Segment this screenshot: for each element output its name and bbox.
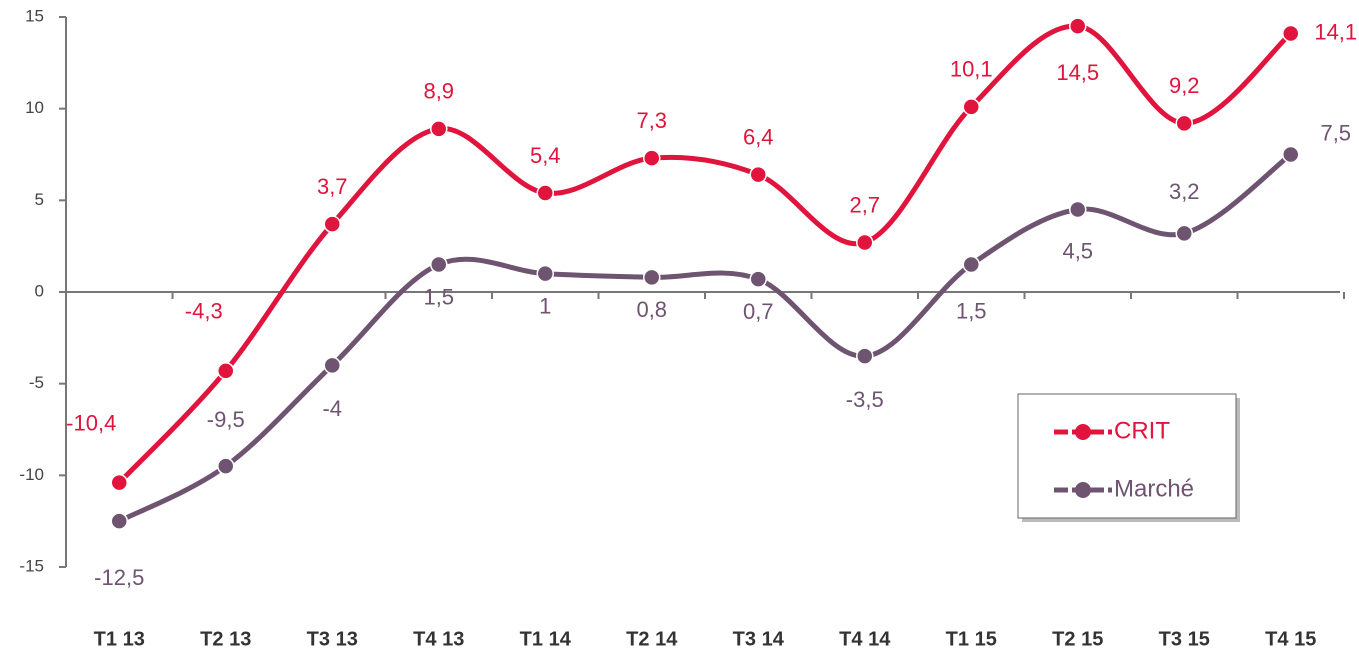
x-tick-label: T1 15 bbox=[946, 628, 997, 650]
value-label: 1,5 bbox=[423, 284, 454, 309]
legend-marker bbox=[1075, 424, 1091, 440]
series-line bbox=[117, 23, 1293, 485]
point bbox=[217, 457, 235, 475]
y-tick-label: 15 bbox=[25, 6, 44, 25]
x-tick-label: T4 13 bbox=[413, 628, 464, 650]
value-label: 0,7 bbox=[743, 299, 774, 324]
x-tick-label: T4 14 bbox=[839, 628, 891, 650]
value-label: -10,4 bbox=[66, 410, 116, 435]
x-tick-label: T3 15 bbox=[1159, 628, 1210, 650]
value-label: 10,1 bbox=[950, 57, 993, 82]
point bbox=[323, 356, 341, 375]
value-label: 6,4 bbox=[743, 124, 774, 149]
point bbox=[430, 255, 448, 274]
point bbox=[643, 149, 661, 167]
value-label: 0,8 bbox=[636, 297, 667, 322]
value-label: 7,3 bbox=[636, 108, 667, 133]
y-tick-label: 10 bbox=[25, 98, 44, 117]
legend-label: Marché bbox=[1114, 475, 1194, 502]
value-label: 9,2 bbox=[1169, 73, 1200, 98]
x-tick-label: T2 14 bbox=[626, 628, 678, 650]
x-tick-label: T1 13 bbox=[94, 628, 145, 650]
point bbox=[1069, 200, 1087, 219]
point bbox=[323, 215, 341, 233]
value-label: -12,5 bbox=[94, 565, 144, 590]
legend-label: CRIT bbox=[1114, 417, 1170, 444]
point bbox=[1282, 24, 1300, 43]
legend bbox=[1017, 393, 1237, 519]
y-tick-label: -15 bbox=[19, 556, 44, 575]
value-label: -9,5 bbox=[207, 407, 245, 432]
x-tick-label: T4 15 bbox=[1265, 628, 1316, 650]
value-label: 3,2 bbox=[1169, 179, 1200, 204]
point bbox=[110, 512, 128, 530]
point bbox=[749, 270, 767, 288]
point bbox=[536, 264, 554, 283]
legend-marker bbox=[1075, 482, 1091, 498]
point bbox=[110, 473, 128, 492]
value-label: 7,5 bbox=[1320, 120, 1351, 145]
value-label: 1 bbox=[539, 293, 551, 318]
point bbox=[643, 268, 661, 287]
x-tick-label: T3 13 bbox=[307, 628, 358, 650]
point bbox=[962, 255, 980, 274]
y-tick-label: -5 bbox=[29, 373, 44, 392]
value-label: 5,4 bbox=[530, 143, 561, 168]
x-tick-label: T2 15 bbox=[1052, 628, 1103, 650]
point bbox=[536, 184, 554, 202]
value-label: 8,9 bbox=[423, 79, 454, 104]
y-tick-label: 0 bbox=[35, 281, 44, 300]
value-label: -4 bbox=[322, 396, 342, 421]
point bbox=[1282, 145, 1300, 164]
x-tick-label: T2 13 bbox=[200, 628, 251, 650]
point bbox=[749, 165, 767, 184]
y-tick-label: -10 bbox=[19, 465, 44, 484]
point bbox=[962, 98, 980, 116]
point bbox=[1175, 114, 1193, 133]
x-tick-label: T3 14 bbox=[733, 628, 785, 650]
value-label: 3,7 bbox=[317, 174, 348, 199]
x-tick-label: T1 14 bbox=[520, 628, 572, 650]
point bbox=[430, 120, 448, 138]
point bbox=[1175, 224, 1193, 243]
value-label: -4,3 bbox=[185, 299, 223, 324]
value-label: 1,5 bbox=[956, 298, 987, 323]
point bbox=[1069, 17, 1087, 35]
value-label: 2,7 bbox=[849, 192, 880, 217]
value-label: 4,5 bbox=[1062, 238, 1093, 263]
value-label: -3,5 bbox=[846, 387, 884, 412]
y-tick-label: 5 bbox=[35, 190, 44, 209]
point bbox=[856, 347, 874, 365]
value-label: 14,5 bbox=[1056, 60, 1099, 85]
series-line bbox=[118, 152, 1293, 524]
point bbox=[856, 233, 874, 252]
point bbox=[217, 362, 235, 380]
value-label: 14,1 bbox=[1314, 19, 1357, 44]
